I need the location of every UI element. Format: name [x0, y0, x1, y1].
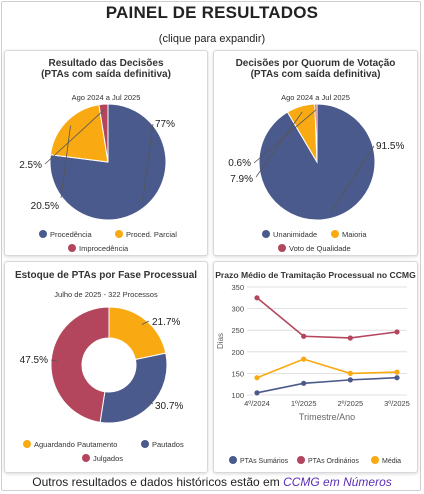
- label-leader-line: [330, 145, 375, 213]
- y-tick-label: 250: [231, 326, 244, 335]
- legend-marker-improcedencia: [68, 244, 76, 252]
- slice-value-label: 0.6%: [228, 158, 251, 169]
- y-tick-label: 150: [231, 369, 244, 378]
- data-point-ptas-ordinarios: [301, 333, 307, 339]
- chart-title-line2: (PTAs com saída definitiva): [41, 69, 171, 80]
- processing-time-line-chart: 100 150 200 250 300 350 4º/2024 1º/2025 2º/2025 3…: [216, 283, 410, 465]
- legend-marker-julgados: [82, 454, 90, 462]
- pie-slice-voto-de-qualidade: [314, 103, 318, 163]
- label-leader-line: [141, 320, 150, 325]
- chart-title: Prazo Médio de Tramitação Processual no …: [215, 270, 416, 280]
- legend-label: Proced. Parcial: [126, 230, 177, 239]
- legend-marker-procedencia: [39, 230, 47, 238]
- slice-value-label: 7.9%: [230, 174, 253, 185]
- legend-marker-voto-de-qualidade: [278, 244, 286, 252]
- data-point-ptas-sumarios: [394, 375, 400, 381]
- label-leader-line: [60, 125, 71, 199]
- label-leader-line: [146, 400, 154, 405]
- data-point-ptas-ordinarios: [394, 329, 400, 335]
- data-point-media: [301, 356, 307, 362]
- legend-marker-ptas-sumarios: [229, 456, 237, 464]
- pie-slice-proced-parcial: [49, 104, 109, 163]
- x-tick-label: 4º/2024: [244, 399, 270, 408]
- legend-label: Julgados: [93, 454, 123, 463]
- pta-stock-donut: 21.7% 30.7% 47.5% Aguardando Pautamento Paut…: [20, 306, 184, 463]
- legend-label: Pautados: [152, 440, 184, 449]
- footer-note: Outros resultados e dados históricos est…: [0, 475, 424, 489]
- x-axis-label: Trimestre/Ano: [299, 412, 355, 422]
- voting-quorum-pie: 91.5% 7.9% 0.6% Unanimidade Maioria Voto de Q…: [228, 103, 404, 253]
- label-leader-line: [44, 109, 105, 165]
- y-tick-label: 100: [231, 391, 244, 400]
- series-line-ptas-ordinarios: [256, 297, 398, 339]
- legend-marker-aguardando-pautamento: [23, 440, 31, 448]
- legend-label: Voto de Qualidade: [289, 244, 351, 253]
- data-point-ptas-sumarios: [254, 390, 260, 396]
- slice-value-label: 2.5%: [19, 160, 42, 171]
- legend-marker-pautados: [141, 440, 149, 448]
- chart-subtitle: Ago 2024 a Jul 2025: [281, 93, 350, 102]
- label-leader-line: [255, 111, 303, 178]
- chart-subtitle: Ago 2024 a Jul 2025: [71, 93, 141, 102]
- legend-label: PTAs Ordinários: [308, 458, 359, 465]
- label-leader-line: [50, 359, 58, 362]
- expand-hint[interactable]: (clique para expandir): [158, 33, 266, 45]
- pie-slice-improcedencia: [98, 103, 109, 163]
- chart-subtitle: Julho de 2025 - 322 Processos: [54, 290, 158, 299]
- y-tick-label: 350: [231, 283, 244, 292]
- page-title: PAINEL DE RESULTADOS: [105, 3, 319, 22]
- data-point-ptas-ordinarios: [347, 335, 353, 341]
- legend-marker-maioria: [331, 230, 339, 238]
- y-tick-label: 200: [231, 348, 244, 357]
- pie-slice-julgados: [50, 306, 110, 423]
- processing-time-chart-card[interactable]: Prazo Médio de Tramitação Processual no …: [213, 261, 418, 473]
- legend-label: Unanimidade: [273, 230, 317, 239]
- legend-label: Aguardando Pautamento: [34, 440, 117, 449]
- label-leader-line: [142, 123, 154, 202]
- footer-text: Outros resultados e dados históricos est…: [32, 475, 280, 489]
- x-tick-label: 1º/2025: [291, 399, 317, 408]
- slice-value-label: 21.7%: [152, 317, 180, 328]
- slice-value-label: 91.5%: [376, 141, 404, 152]
- pie-slice-pautados: [99, 352, 168, 424]
- voting-quorum-chart-card[interactable]: Decisões por Quorum de Votação (PTAs com…: [213, 50, 418, 256]
- chart-title: Estoque de PTAs por Fase Processual: [14, 270, 198, 281]
- legend-marker-ptas-ordinarios: [297, 456, 305, 464]
- slice-value-label: 77%: [155, 119, 175, 130]
- legend-marker-proced-parcial: [115, 230, 123, 238]
- legend-label: Procedência: [50, 230, 93, 239]
- chart-title: Resultado das Decisões: [48, 58, 164, 69]
- legend-label: Média: [382, 458, 401, 465]
- slice-value-label: 20.5%: [31, 201, 59, 212]
- chart-title-line2: (PTAs com saída definitiva): [250, 69, 381, 80]
- pie-slice-aguardando-pautamento: [108, 306, 167, 361]
- data-point-ptas-ordinarios: [254, 295, 260, 301]
- x-tick-label: 2º/2025: [337, 399, 363, 408]
- data-point-ptas-sumarios: [301, 380, 307, 386]
- series-line-ptas-sumarios: [256, 376, 398, 394]
- ccmg-numbers-link[interactable]: CCMG em Números: [283, 475, 392, 489]
- chart-title: Decisões por Quorum de Votação: [235, 58, 396, 69]
- slice-value-label: 30.7%: [155, 401, 183, 412]
- legend-label: PTAs Sumários: [240, 458, 289, 465]
- legend-marker-unanimidade: [262, 230, 270, 238]
- series-line-media: [256, 358, 398, 379]
- y-tick-label: 300: [231, 305, 244, 314]
- slice-value-label: 47.5%: [20, 355, 48, 366]
- data-point-media: [254, 375, 260, 381]
- legend-label: Maioria: [342, 230, 367, 239]
- data-point-media: [394, 369, 400, 375]
- decision-results-chart-card[interactable]: Resultado das Decisões (PTAs com saída d…: [4, 50, 208, 256]
- y-axis-label: Dias: [216, 333, 225, 349]
- x-tick-label: 3º/2025: [384, 399, 410, 408]
- data-point-media: [347, 370, 353, 376]
- legend-label: Improcedência: [79, 244, 129, 253]
- label-leader-line: [253, 109, 317, 164]
- pie-slice-procedencia: [49, 103, 167, 221]
- pta-stock-chart-card[interactable]: Estoque de PTAs por Fase Processual Julh…: [4, 261, 208, 473]
- legend-marker-media: [371, 456, 379, 464]
- data-point-ptas-sumarios: [347, 377, 353, 383]
- decision-results-pie: 77% 20.5% 2.5% Procedência Proced. Parcial Im…: [19, 103, 177, 253]
